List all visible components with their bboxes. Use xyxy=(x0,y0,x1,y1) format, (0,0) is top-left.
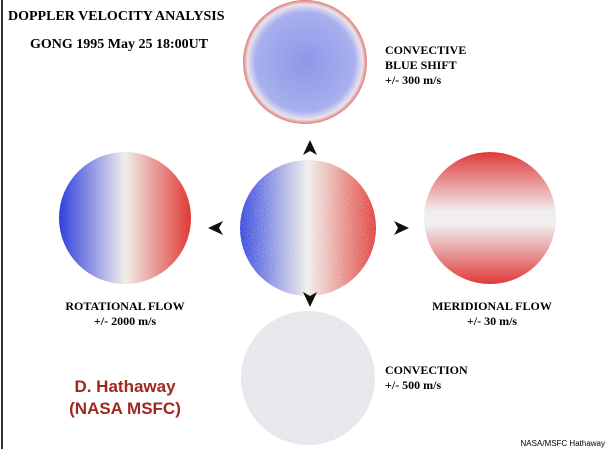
meridional-disk xyxy=(424,152,556,284)
credit: NASA/MSFC Hathaway xyxy=(521,439,605,448)
rotation-disk xyxy=(59,152,191,284)
panel-label: MERIDIONAL FLOW xyxy=(432,299,552,313)
panel-range: +/- 30 m/s xyxy=(467,314,517,328)
convection-texture xyxy=(241,311,375,445)
panel-label: CONVECTIVE xyxy=(385,43,466,57)
author-name: D. Hathaway xyxy=(74,377,176,396)
figure: DOPPLER VELOCITY ANALYSIS GONG 1995 May … xyxy=(0,0,611,449)
panel-label: ROTATIONAL FLOW xyxy=(65,299,184,313)
panel-range: +/- 300 m/s xyxy=(385,73,441,87)
panel-label: BLUE SHIFT xyxy=(385,58,457,72)
panel-range: +/- 500 m/s xyxy=(385,378,441,392)
arrow-up xyxy=(303,140,317,155)
panel-range: +/- 2000 m/s xyxy=(94,314,156,328)
arrow-left xyxy=(208,221,223,235)
subtitle: GONG 1995 May 25 18:00UT xyxy=(30,37,209,52)
title: DOPPLER VELOCITY ANALYSIS xyxy=(8,9,225,24)
author-org: (NASA MSFC) xyxy=(69,399,181,418)
panel-label: CONVECTION xyxy=(385,363,468,377)
arrow-right xyxy=(394,221,409,235)
doppler-texture xyxy=(240,160,376,296)
blue-shift-disk xyxy=(243,0,367,124)
